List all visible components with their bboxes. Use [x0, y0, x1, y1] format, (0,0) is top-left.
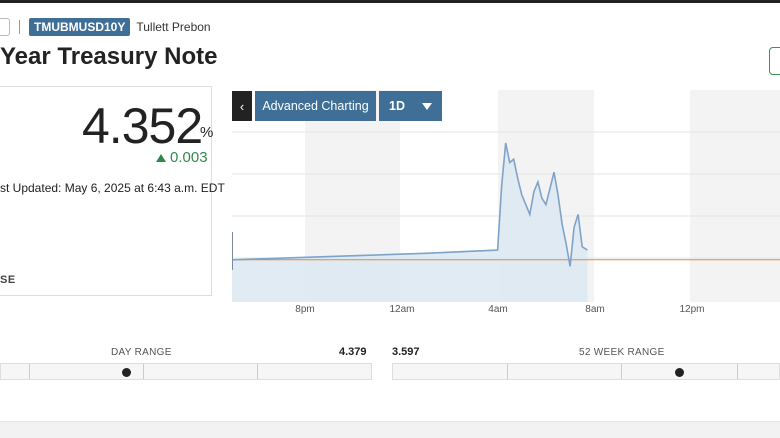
range-tick [621, 364, 622, 379]
divider [19, 20, 20, 34]
exchange-label: Tullett Prebon [136, 20, 211, 34]
range-tick [143, 364, 144, 379]
price-value: 4.352 [82, 98, 203, 154]
quote-panel [0, 86, 212, 296]
price-area [232, 143, 588, 302]
x-tick-label: 12pm [679, 304, 705, 315]
day-range-marker [122, 368, 131, 377]
watchlist-checkbox[interactable] [0, 18, 10, 36]
day-range-high: 4.379 [339, 346, 367, 358]
close-label: SE [0, 274, 16, 286]
chevron-down-icon [422, 103, 432, 110]
section-tabs-strip [0, 421, 780, 438]
range-tick [507, 364, 508, 379]
day-range-label: DAY RANGE [111, 347, 172, 358]
week52-range-label: 52 WEEK RANGE [579, 347, 665, 358]
range-tick [257, 364, 258, 379]
timeframe-value: 1D [389, 99, 405, 113]
day-range-bar [0, 363, 372, 380]
price-unit: % [200, 124, 214, 141]
week52-range-bar [392, 363, 780, 380]
alert-button[interactable] [769, 47, 780, 75]
top-rule [0, 0, 780, 3]
chart-prev-button[interactable]: ‹ [232, 91, 252, 121]
advanced-charting-button[interactable]: Advanced Charting [255, 91, 376, 121]
up-arrow-icon [156, 153, 166, 162]
price-change-value: 0.003 [170, 149, 208, 166]
range-tick [29, 364, 30, 379]
instrument-tag-row: TMUBMUSD10Y Tullett Prebon [0, 17, 211, 37]
week52-range-marker [675, 368, 684, 377]
ticker-badge: TMUBMUSD10Y [29, 18, 131, 36]
price-line [232, 142, 588, 267]
week52-range-low: 3.597 [392, 346, 420, 358]
x-tick-label: 12am [389, 304, 415, 315]
page-title: Year Treasury Note [0, 43, 218, 70]
last-updated: st Updated: May 6, 2025 at 6:43 a.m. EDT [0, 181, 225, 195]
session-band [690, 90, 780, 302]
price-change: 0.003 [156, 149, 208, 166]
price-chart-svg [232, 90, 780, 302]
range-tick [737, 364, 738, 379]
timeframe-select[interactable]: 1D [379, 91, 442, 121]
x-tick-label: 8pm [295, 304, 315, 315]
price-chart[interactable] [232, 90, 780, 302]
x-tick-label: 4am [488, 304, 508, 315]
x-tick-label: 8am [585, 304, 605, 315]
